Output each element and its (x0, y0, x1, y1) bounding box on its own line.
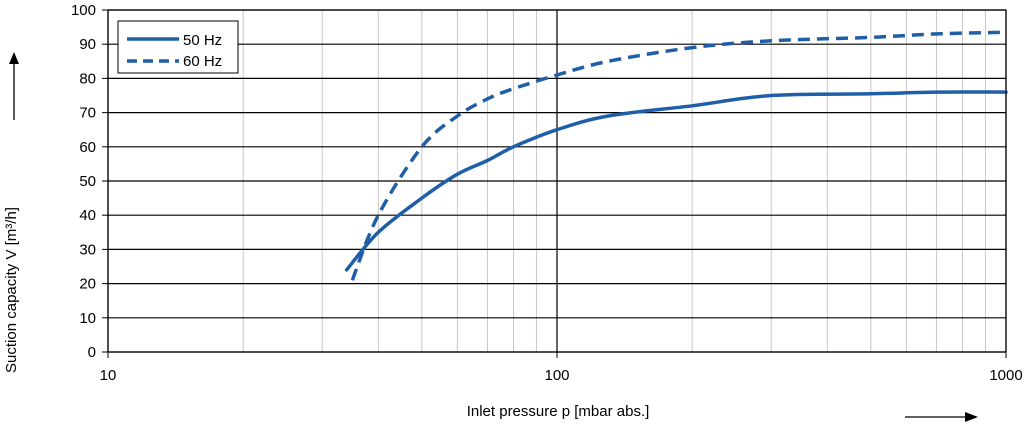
y-tick-label: 100 (71, 2, 96, 19)
y-tick-label: 80 (79, 70, 96, 87)
x-tick-label: 1000 (989, 367, 1022, 384)
legend-box (117, 20, 239, 74)
x-axis-title: Inlet pressure p [mbar abs.] (467, 403, 650, 420)
y-tick-label: 30 (79, 241, 96, 258)
legend-label-60hz: 60 Hz (183, 53, 222, 70)
y-tick-label: 20 (79, 276, 96, 293)
y-tick-label: 50 (79, 173, 96, 190)
x-axis-arrow (905, 412, 978, 422)
y-tick-label: 10 (79, 310, 96, 327)
x-tick-label: 10 (100, 367, 117, 384)
y-axis-title: Suction capacity V [m³/h] (3, 207, 20, 373)
y-tick-label: 60 (79, 139, 96, 156)
series-line-60hz (350, 30, 1007, 281)
y-axis-arrow (9, 52, 19, 120)
major-gridlines (107, 9, 1007, 353)
legend-label-50hz: 50 Hz (183, 32, 222, 49)
y-tick-label: 0 (88, 344, 96, 361)
series-layer (344, 30, 1008, 281)
x-tick-label: 100 (544, 367, 569, 384)
legend: 50 Hz 60 Hz (117, 20, 239, 74)
y-tick-label: 70 (79, 105, 96, 122)
y-tick-label: 40 (79, 207, 96, 224)
y-tick-label: 90 (79, 36, 96, 53)
series-line-50hz (344, 90, 1008, 272)
